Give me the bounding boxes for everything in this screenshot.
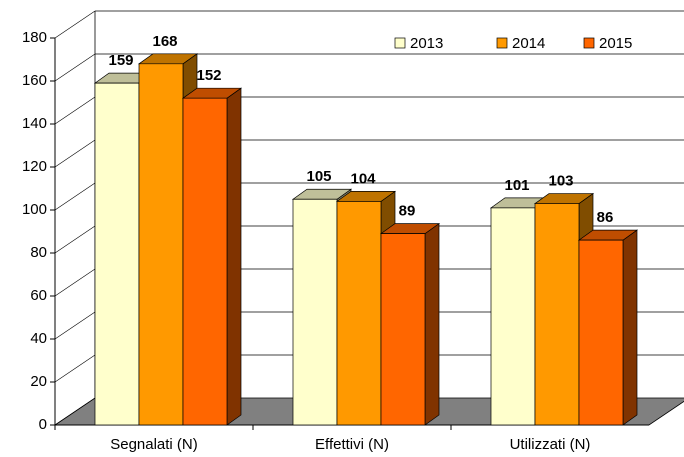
data-label: 104 <box>350 170 376 187</box>
legend-label: 2013 <box>410 35 443 52</box>
legend-label: 2014 <box>512 35 545 52</box>
y-tick-label: 0 <box>39 416 47 433</box>
bar-side <box>622 229 638 426</box>
bar-front <box>578 239 624 426</box>
bar-front <box>380 233 426 426</box>
y-tick-label: 120 <box>22 158 47 175</box>
data-label: 103 <box>548 173 573 190</box>
data-label: 105 <box>306 168 331 185</box>
y-tick-label: 40 <box>30 330 47 347</box>
bar <box>181 87 243 426</box>
bar <box>379 222 441 426</box>
data-label: 101 <box>504 177 529 194</box>
legend-swatch <box>583 37 595 49</box>
bar-front <box>490 207 536 426</box>
bar-front <box>534 203 580 426</box>
side-grid-line <box>54 397 96 426</box>
bar-side <box>424 222 440 426</box>
bar-side <box>226 87 242 426</box>
y-tick-label: 80 <box>30 244 47 261</box>
data-label: 159 <box>108 52 133 69</box>
side-grid-line <box>54 225 96 254</box>
y-tick-label: 20 <box>30 373 47 390</box>
legend-swatch <box>496 37 508 49</box>
bar-front <box>182 97 228 426</box>
x-tick-label: Segnalati (N) <box>110 436 198 453</box>
side-grid-line <box>54 139 96 168</box>
x-tick-label: Effettivi (N) <box>315 436 389 453</box>
side-grid-line <box>54 182 96 211</box>
y-tick-label: 100 <box>22 201 47 218</box>
y-tick-label: 140 <box>22 115 47 132</box>
side-grid-line <box>54 311 96 340</box>
side-grid-line <box>54 96 96 125</box>
bar-front <box>336 201 382 426</box>
side-grid-line <box>54 10 96 39</box>
data-label: 86 <box>597 209 614 226</box>
legend-swatch <box>394 37 406 49</box>
side-grid-line <box>54 354 96 383</box>
bar-front <box>292 198 338 426</box>
data-label: 168 <box>152 33 177 50</box>
bar-front <box>138 63 184 426</box>
data-label: 89 <box>399 203 416 220</box>
side-grid-line <box>54 53 96 82</box>
legend-label: 2015 <box>599 35 632 52</box>
bar <box>577 229 639 426</box>
bar-front <box>94 82 140 426</box>
y-tick-label: 180 <box>22 29 47 46</box>
side-grid-line <box>54 268 96 297</box>
y-tick-label: 60 <box>30 287 47 304</box>
data-label: 152 <box>196 67 221 84</box>
x-tick-label: Utilizzati (N) <box>510 436 591 453</box>
y-tick-label: 160 <box>22 72 47 89</box>
